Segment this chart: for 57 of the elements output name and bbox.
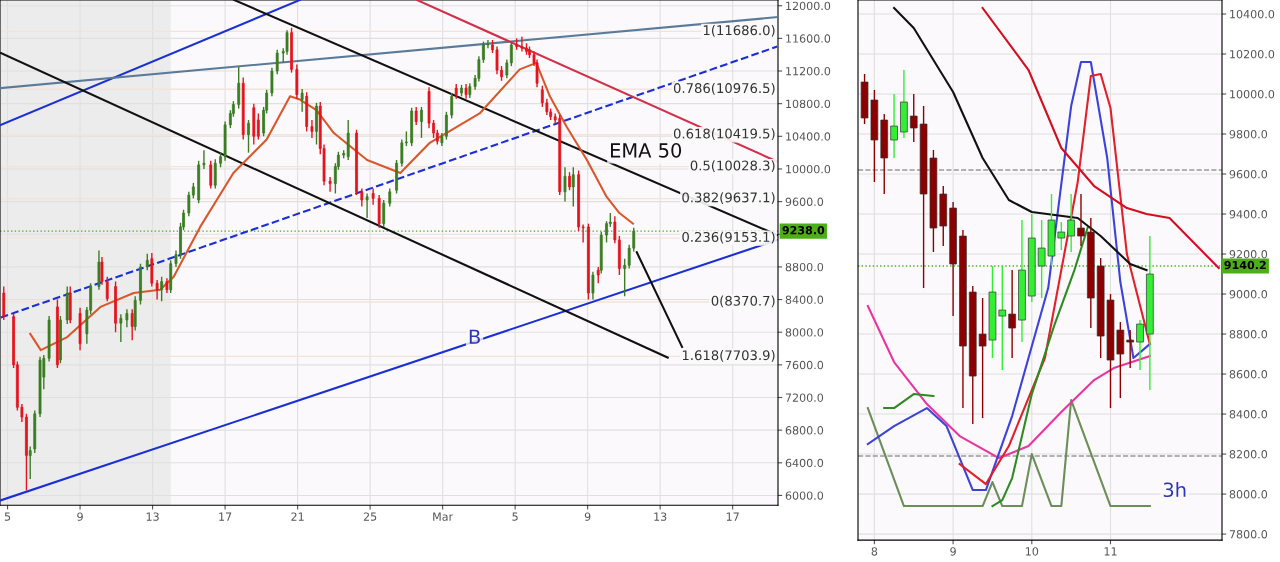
- x-tick-label: 10: [1025, 547, 1039, 556]
- y-tick-label: 9200.0: [1229, 250, 1268, 259]
- y-tick-label: 7200.0: [785, 393, 824, 402]
- y-tick-label: 6800.0: [785, 426, 824, 435]
- ref-line-label: 1.618(7703.9): [682, 350, 775, 362]
- y-tick-label: 9600.0: [1229, 170, 1268, 179]
- ref-line-label: 0.236(9153.1): [682, 231, 775, 244]
- ref-line-label: 0.618(10419.5): [673, 128, 775, 141]
- y-tick-label: 8000.0: [1229, 490, 1268, 499]
- y-tick-label: 10400.0: [1230, 9, 1275, 19]
- y-tick-label: 8600.0: [1229, 370, 1268, 379]
- y-tick-label: 8200.0: [1229, 450, 1268, 459]
- y-tick-label: 9400.0: [1229, 210, 1268, 219]
- y-tick-label: 11600.0: [786, 34, 831, 43]
- x-tick-label: 8: [871, 547, 878, 556]
- x-tick-label: 25: [363, 512, 377, 521]
- y-tick-label: 10000.0: [786, 164, 831, 174]
- y-tick-label: 9600.0: [785, 197, 824, 206]
- x-tick-label: Mar: [433, 512, 454, 521]
- ref-line-label: 0(8370.7): [711, 295, 775, 308]
- y-tick-label: 10400.0: [786, 132, 831, 141]
- y-tick-label: 8400.0: [785, 295, 824, 304]
- x-tick-label: 21: [291, 512, 304, 521]
- x-tick-label: 13: [146, 512, 159, 521]
- x-tick-label: 9: [950, 547, 956, 556]
- ref-line-label: 0.5(10028.3): [690, 160, 775, 173]
- y-tick-label: 8800.0: [785, 262, 824, 272]
- y-tick-label: 6000.0: [785, 491, 824, 500]
- x-tick-label: 9: [77, 512, 83, 521]
- ref-line-label: 9140.2: [1224, 260, 1266, 270]
- x-tick-label: 5: [4, 512, 11, 521]
- y-tick-label: 8000.0: [785, 328, 824, 337]
- x-tick-label: 13: [654, 512, 667, 521]
- y-tick-label: 8400.0: [1229, 410, 1268, 419]
- y-tick-label: 8800.0: [1229, 330, 1268, 339]
- y-tick-label: 10800.0: [786, 99, 831, 109]
- x-tick-label: 17: [219, 512, 232, 521]
- x-tick-label: 9: [584, 512, 591, 521]
- x-tick-label: 17: [726, 512, 739, 521]
- y-tick-label: 9000.0: [1229, 290, 1268, 299]
- y-tick-label: 6400.0: [785, 458, 824, 468]
- annotation: EMA 50: [611, 143, 682, 158]
- y-tick-label: 7600.0: [785, 360, 824, 370]
- y-tick-label: 12000.0: [786, 1, 831, 11]
- annotation: B: [469, 329, 480, 344]
- ref-line-label: 1(11686.0): [703, 24, 775, 37]
- y-tick-label: 7800.0: [1229, 530, 1268, 539]
- y-tick-label: 10000.0: [1230, 89, 1275, 99]
- x-tick-label: 11: [1104, 547, 1117, 556]
- y-tick-label: 10200.0: [1230, 49, 1275, 59]
- x-tick-label: 5: [512, 512, 518, 521]
- ref-line-label: 9238.0: [782, 225, 825, 235]
- y-tick-label: 9800.0: [1229, 130, 1268, 139]
- ref-line-label: 0.786(10976.5): [673, 82, 775, 95]
- y-tick-label: 11200.0: [786, 66, 831, 76]
- ref-line-label: 0.382(9637.1): [682, 192, 775, 204]
- annotation: 3h: [1163, 482, 1186, 498]
